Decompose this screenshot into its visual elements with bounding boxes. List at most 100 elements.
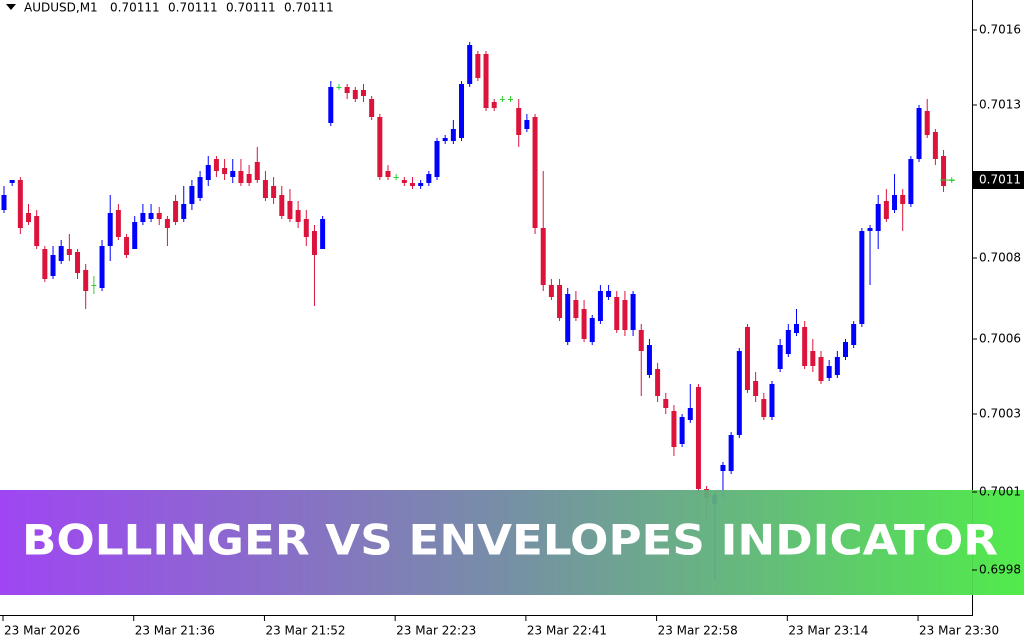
candle-body xyxy=(262,180,268,198)
candle-body xyxy=(646,345,652,375)
candle-body xyxy=(663,399,669,408)
candle-body xyxy=(491,102,497,108)
x-tick-label: 23 Mar 22:23 xyxy=(396,624,476,638)
candle-body xyxy=(254,162,260,180)
candle-body xyxy=(540,228,546,285)
candle-body xyxy=(630,294,636,330)
candle-body xyxy=(222,168,228,174)
last-price-label: 0.7011 xyxy=(979,173,1021,187)
candle-body xyxy=(393,177,399,178)
y-tick-label: 0.7008 xyxy=(979,251,1021,265)
candle-body xyxy=(728,435,734,471)
candle-body xyxy=(418,183,424,186)
menu-triangle xyxy=(6,4,16,10)
candle-body xyxy=(810,351,816,366)
candle-body xyxy=(360,90,366,96)
candle-body xyxy=(75,252,81,273)
candle-body xyxy=(434,141,440,177)
candle-body xyxy=(851,324,857,345)
candle-body xyxy=(205,165,211,180)
candle-body xyxy=(744,327,750,390)
candle-body xyxy=(410,183,415,186)
candle-body xyxy=(589,318,595,342)
candle-body xyxy=(58,246,64,261)
candle-body xyxy=(867,228,873,231)
x-tick-label: 23 Mar 21:36 xyxy=(135,624,215,638)
candle-body xyxy=(352,90,358,99)
candle-body xyxy=(66,249,72,255)
candle-body xyxy=(687,408,693,420)
candle-body xyxy=(499,99,505,100)
banner-title: BOLLINGER VS ENVELOPES INDICATOR xyxy=(22,516,998,565)
x-tick-label: 23 Mar 21:52 xyxy=(265,624,345,638)
y-tick-label: 0.7003 xyxy=(979,407,1021,421)
candle-body xyxy=(892,195,898,210)
candle-body xyxy=(557,285,563,318)
candle-body xyxy=(230,171,236,177)
candle-body xyxy=(369,99,375,117)
candle-body xyxy=(581,309,587,339)
candle-body xyxy=(834,357,840,375)
candle-body xyxy=(426,174,432,183)
candle-body xyxy=(377,117,383,177)
candle-body xyxy=(883,201,889,219)
candle-body xyxy=(785,330,791,354)
candle-body xyxy=(1,195,7,210)
candle-body xyxy=(9,180,15,183)
y-tick-label: 0.7016 xyxy=(979,23,1021,37)
candle-body xyxy=(320,219,326,249)
candle-body xyxy=(26,213,32,222)
candle-body xyxy=(450,129,456,141)
candle-body xyxy=(148,213,154,219)
candle-body xyxy=(401,180,407,183)
symbol-label: AUDUSD,M1 xyxy=(24,1,98,15)
candle-body xyxy=(679,417,685,444)
candle-body xyxy=(777,345,783,369)
candle-body xyxy=(695,387,701,489)
candle-body xyxy=(769,384,775,417)
candle-body xyxy=(924,111,930,135)
header-value: 0.70111 xyxy=(110,1,160,15)
candle-body xyxy=(753,381,759,396)
candle-body xyxy=(189,186,195,204)
x-tick-label: 23 Mar 22:58 xyxy=(658,624,738,638)
candle-body xyxy=(34,216,40,246)
candle-body xyxy=(655,369,661,396)
banner: BOLLINGER VS ENVELOPES INDICATOR xyxy=(0,490,1024,595)
candle-body xyxy=(532,117,538,228)
y-tick-label: 0.7013 xyxy=(979,98,1021,112)
candle-body xyxy=(508,99,514,100)
candle-body xyxy=(565,294,571,342)
y-tick-label: 0.7006 xyxy=(979,332,1021,346)
candle-body xyxy=(124,237,130,255)
candle-body xyxy=(802,327,808,366)
candle-body xyxy=(132,222,138,249)
candle-body xyxy=(336,87,342,88)
candle-body xyxy=(573,300,579,318)
candle-body xyxy=(17,180,23,228)
candle-body xyxy=(793,324,799,333)
candle-body xyxy=(303,219,309,237)
header-value: 0.70111 xyxy=(226,1,276,15)
candle-body xyxy=(140,213,146,222)
candle-body xyxy=(213,159,219,171)
candle-body xyxy=(614,297,620,330)
candle-body xyxy=(328,87,334,123)
candle-body xyxy=(156,213,162,219)
candle-body xyxy=(83,270,89,291)
candle-body xyxy=(181,204,187,219)
candle-body xyxy=(524,120,530,129)
candle-body xyxy=(597,291,603,321)
candle-body xyxy=(483,54,489,108)
candle-body xyxy=(246,174,252,183)
x-tick-label: 23 Mar 2026 xyxy=(4,624,80,638)
candle-body xyxy=(736,351,742,435)
x-tick-label: 23 Mar 22:41 xyxy=(527,624,607,638)
candle-body xyxy=(311,231,317,255)
candle-body xyxy=(107,213,113,246)
candle-body xyxy=(908,159,914,204)
candle-body xyxy=(91,285,97,286)
candle-body xyxy=(826,366,832,378)
y-tick-label: 0.7001 xyxy=(979,485,1021,499)
